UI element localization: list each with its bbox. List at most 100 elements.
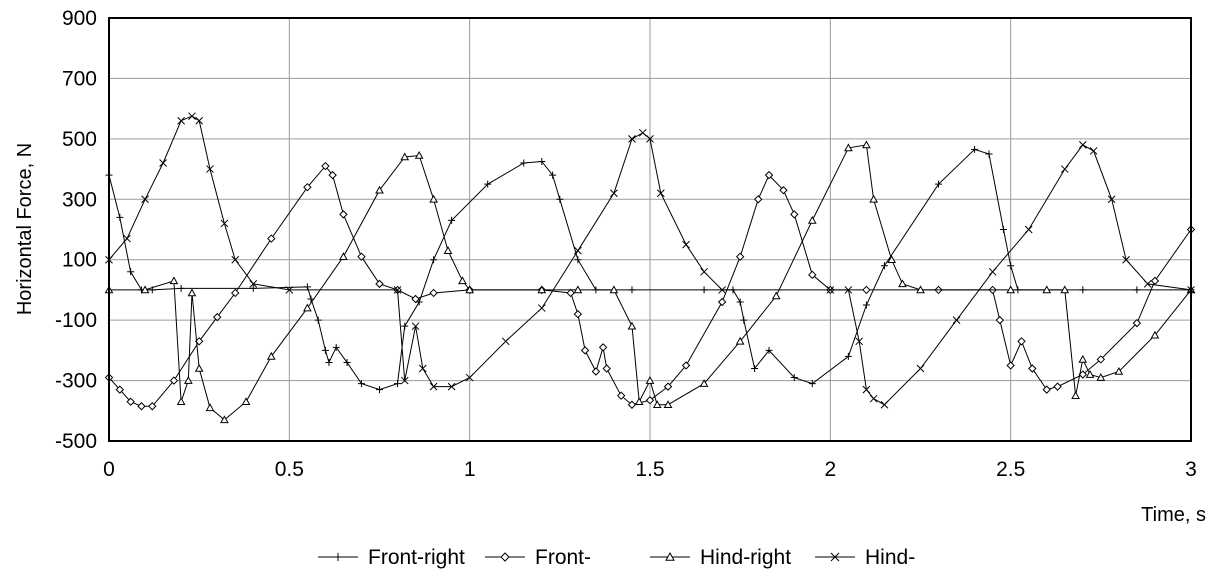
legend-marker [500,552,510,562]
data-point [429,382,438,391]
data-point [418,364,427,373]
y-axis-title: Horizontal Force, N [14,143,36,315]
data-point [771,291,781,300]
legend-marker [665,551,675,561]
data-point [1114,366,1124,375]
data-point [285,286,294,294]
data-point [598,343,608,352]
data-point [148,402,157,411]
data-point [628,135,636,143]
data-point [205,403,215,412]
series-hind-right [104,140,1196,424]
data-point [826,286,835,294]
data-point [140,285,150,294]
data-point [159,159,167,167]
data-point [1150,330,1160,339]
data-point [1079,286,1087,294]
data-point [995,315,1005,325]
data-point [1133,286,1141,294]
legend-label: Front- [535,546,591,569]
data-point [400,152,410,161]
data-point [231,288,240,298]
data-point [123,234,131,243]
data-point [880,262,888,270]
data-point [429,288,438,298]
data-point [573,285,583,294]
data-point [790,210,799,219]
data-point [566,288,575,298]
data-point [414,150,424,159]
data-point [1096,373,1106,381]
data-point [127,268,135,276]
data-point [699,379,709,387]
data-point [375,279,384,289]
data-point [862,385,871,394]
data-point [1017,337,1026,346]
data-point [115,385,125,394]
data-point [681,361,691,370]
data-point [916,285,925,294]
legend-marker [830,552,840,562]
data-point [663,382,673,391]
data-point [415,298,423,306]
data-point [844,143,853,152]
data-point [1053,382,1062,391]
data-point [458,276,467,285]
y-tick-label: 300 [62,188,97,211]
data-point [765,346,773,354]
data-point [267,234,276,243]
data-point [556,195,564,203]
y-tick-label: -100 [55,309,97,332]
data-point [1060,285,1070,294]
data-point [538,158,546,166]
y-tick-label: 700 [62,67,97,90]
data-point [862,285,871,295]
x-tick-label: 0 [103,458,115,481]
data-point [375,185,384,194]
data-point [332,343,340,351]
data-point [430,256,438,264]
data-point [321,346,329,354]
data-point [1085,369,1095,378]
data-point [357,380,365,388]
data-point [935,180,943,188]
data-point [574,246,582,255]
data-point [985,150,993,158]
data-point [443,246,453,254]
data-point [249,280,258,288]
data-point [212,312,222,322]
x-tick-label: 0.5 [275,458,304,481]
data-point [1042,285,1052,294]
data-point [627,400,637,409]
data-point [303,182,312,192]
data-point [740,316,748,324]
tick-labels: 0 0.5 1 1.5 2 2.5 3 -500 -300 -100 100 300 500 700 900 [55,7,1197,481]
data-point [609,285,619,294]
data-point [634,397,644,406]
data-point [580,346,590,355]
data-point [501,337,510,346]
data-point [411,294,420,304]
data-point [411,322,420,331]
data-point [645,396,655,405]
data-point [779,186,788,195]
data-point [735,336,745,345]
y-tick-label: -300 [55,370,97,393]
data-point [898,279,907,288]
data-point [862,301,870,309]
data-point [1107,195,1116,204]
legend-marker [334,553,342,561]
data-point [400,376,409,385]
plot-frame [108,17,1192,442]
data-point [241,397,251,406]
series-line [109,144,1192,421]
data-point [220,415,229,424]
y-tick-label: 100 [62,249,97,272]
legend: Front-right Front- Hind-right Hind- [318,546,915,569]
data-point [465,285,475,294]
data-point [1132,318,1142,328]
data-point [187,288,197,297]
data-point [656,189,665,198]
